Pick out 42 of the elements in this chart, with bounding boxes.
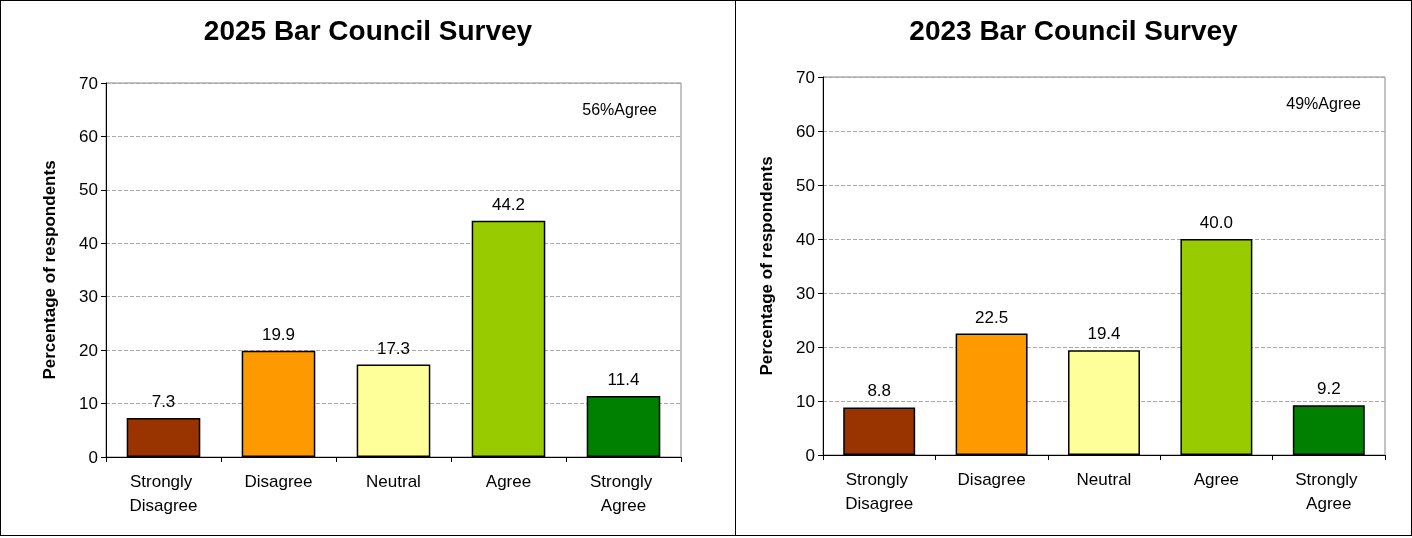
y-tick-label: 30: [79, 287, 98, 307]
y-tick-label: 20: [79, 340, 98, 360]
y-tick-label: 10: [79, 394, 98, 414]
y-tick-label: 70: [79, 73, 98, 93]
data-label: 17.3: [376, 338, 411, 358]
y-tick-label: 60: [796, 121, 815, 141]
data-label: 9.2: [1316, 379, 1341, 399]
data-label: 22.5: [975, 307, 1009, 327]
y-tick-label: 50: [796, 175, 815, 195]
y-tick-label: 40: [79, 233, 98, 253]
x-tick-label: Neutral: [1076, 469, 1132, 489]
y-tick-label: 10: [796, 391, 815, 411]
data-label: 44.2: [491, 194, 526, 214]
y-axis-title: Percentage of respondents: [757, 156, 776, 376]
chart-title: 2023 Bar Council Survey: [909, 14, 1239, 46]
data-label: 7.3: [151, 392, 176, 411]
annotation: 49%Agree: [1286, 94, 1362, 112]
data-label: 11.4: [607, 370, 640, 390]
x-tick-label: Strongly Agree: [589, 471, 658, 515]
data-label: 40.0: [1199, 213, 1233, 232]
y-tick-label: 0: [88, 447, 98, 467]
y-tick-label: 0: [805, 445, 815, 465]
y-tick-label: 70: [796, 67, 815, 87]
x-tick-label: Disagree: [244, 471, 313, 491]
x-tick-label: Strongly Agree: [1295, 469, 1363, 513]
y-tick-label: 50: [79, 180, 98, 200]
y-tick-label: 60: [79, 126, 98, 146]
y-tick-label: 40: [796, 229, 815, 249]
x-tick-label: Disagree: [957, 469, 1026, 489]
chart-title: 2025 Bar Council Survey: [203, 14, 533, 46]
data-label: 8.8: [867, 381, 892, 401]
data-label: 19.4: [1087, 324, 1121, 344]
x-tick-label: Agree: [1193, 469, 1240, 489]
x-tick-label: Strongly Disagree: [845, 469, 914, 513]
y-axis-title: Percentage of respondents: [40, 160, 59, 380]
annotation: 56%Agree: [582, 100, 658, 118]
x-tick-label: Neutral: [366, 471, 421, 491]
y-tick-label: 30: [796, 283, 815, 303]
x-tick-label: Strongly Disagree: [129, 471, 198, 515]
data-label: 19.9: [261, 324, 296, 344]
y-tick-label: 20: [796, 337, 815, 357]
x-tick-label: Agree: [485, 471, 532, 491]
